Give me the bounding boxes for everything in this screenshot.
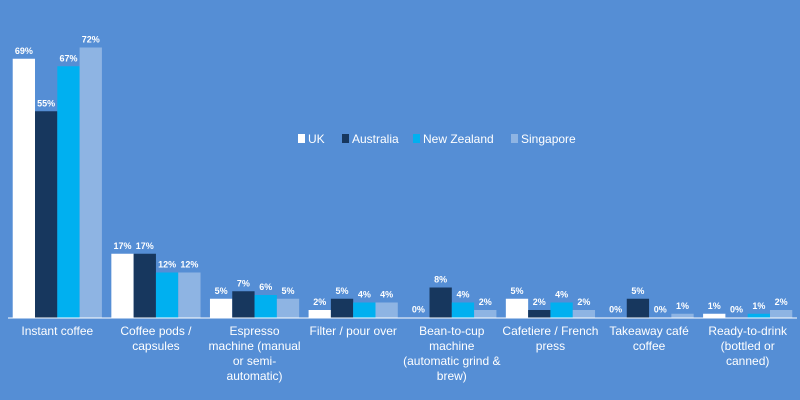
bar-australia-0 <box>35 111 58 318</box>
value-label: 6% <box>259 282 272 292</box>
value-label: 7% <box>237 278 250 288</box>
value-label: 2% <box>533 297 546 307</box>
bar-singapore-6 <box>671 313 694 318</box>
category-labels-layer: Instant coffee Coffee pods / capsules Espre… <box>21 324 788 383</box>
bar-australia-5 <box>528 310 551 318</box>
bar-australia-6 <box>626 298 650 318</box>
legend-label: UK <box>308 132 325 146</box>
bar-uk-1 <box>111 253 134 318</box>
bar-singapore-7 <box>769 310 793 318</box>
value-label: 72% <box>82 35 100 45</box>
category-label: Cafetiere / French press <box>502 324 598 353</box>
bar-uk-5 <box>505 298 529 318</box>
bar-singapore-4 <box>474 310 497 318</box>
value-label: 4% <box>456 290 469 300</box>
bar-new-zealand-4 <box>451 302 475 318</box>
value-label: 2% <box>577 297 590 307</box>
legend-swatch-uk <box>298 134 305 143</box>
legend-swatch-new-zealand <box>413 134 420 143</box>
value-label: 0% <box>412 305 425 315</box>
value-label: 5% <box>282 286 295 296</box>
bars-layer <box>12 47 793 318</box>
bar-singapore-2 <box>276 298 300 318</box>
value-label: 0% <box>654 305 667 315</box>
bar-new-zealand-3 <box>353 302 376 318</box>
value-label: 2% <box>313 297 326 307</box>
legend: UK Australia New Zealand Singapore <box>298 132 576 146</box>
value-label: 17% <box>113 241 131 251</box>
bar-australia-2 <box>232 291 255 318</box>
value-label: 5% <box>215 286 228 296</box>
value-label: 5% <box>336 286 349 296</box>
bar-new-zealand-7 <box>747 313 770 318</box>
value-label: 12% <box>180 260 198 270</box>
value-label: 17% <box>136 241 154 251</box>
bar-uk-3 <box>308 310 331 318</box>
legend-swatch-singapore <box>511 134 518 143</box>
value-label: 69% <box>15 46 33 56</box>
bar-singapore-1 <box>178 272 201 318</box>
legend-label: Australia <box>352 132 399 146</box>
value-label: 4% <box>358 290 371 300</box>
value-label: 1% <box>708 301 721 311</box>
bar-australia-1 <box>133 253 156 318</box>
value-label: 2% <box>479 297 492 307</box>
category-label: Coffee pods / capsules <box>120 324 192 353</box>
legend-label: New Zealand <box>423 132 494 146</box>
bar-uk-2 <box>209 298 233 318</box>
bar-new-zealand-0 <box>57 66 80 318</box>
category-label: Bean-to-cup machine (automatic grind & brew… <box>403 324 500 383</box>
bar-australia-4 <box>429 287 452 318</box>
bar-uk-7 <box>703 313 726 318</box>
value-label: 1% <box>676 301 689 311</box>
value-label: 1% <box>752 301 765 311</box>
bar-australia-3 <box>330 298 354 318</box>
value-label: 55% <box>37 98 55 108</box>
legend-label: Singapore <box>521 132 576 146</box>
value-label: 2% <box>775 297 788 307</box>
category-label: Espresso machine (manual or semi-automatic… <box>209 324 301 383</box>
value-label: 0% <box>730 305 743 315</box>
bar-uk-0 <box>12 58 36 318</box>
value-labels-layer: 69% 55% 67% 72% 17% 17% 12% 12% 5% 7% 6% 5% 2% 5% 4% 4%… <box>15 35 788 315</box>
bar-singapore-3 <box>375 302 398 318</box>
value-label: 4% <box>380 290 393 300</box>
category-label: Instant coffee <box>21 324 93 338</box>
category-label: Ready-to-drink (bottled or canned) <box>708 324 788 368</box>
value-label: 5% <box>510 286 523 296</box>
category-label: Filter / pour over <box>310 324 397 338</box>
bar-new-zealand-2 <box>254 295 277 318</box>
value-label: 0% <box>609 305 622 315</box>
bar-singapore-5 <box>572 310 596 318</box>
category-label: Takeaway café coffee <box>609 324 689 353</box>
value-label: 5% <box>631 286 644 296</box>
value-label: 4% <box>555 290 568 300</box>
bar-new-zealand-1 <box>155 272 179 318</box>
bar-new-zealand-5 <box>550 302 573 318</box>
legend-swatch-australia <box>342 134 349 143</box>
value-label: 67% <box>59 53 77 63</box>
value-label: 12% <box>158 260 176 270</box>
bar-singapore-0 <box>79 47 102 318</box>
value-label: 8% <box>434 275 447 285</box>
